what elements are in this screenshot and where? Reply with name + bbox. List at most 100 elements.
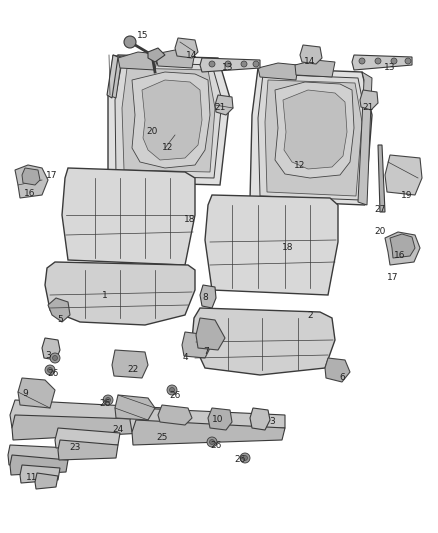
Polygon shape [108,55,230,185]
Polygon shape [55,428,120,448]
Text: 26: 26 [210,440,222,449]
Polygon shape [118,52,158,70]
Text: 17: 17 [46,171,58,180]
Polygon shape [18,378,55,408]
Text: 11: 11 [26,472,38,481]
Polygon shape [358,72,372,205]
Circle shape [167,385,177,395]
Text: 25: 25 [156,433,168,442]
Text: 18: 18 [282,244,294,253]
Polygon shape [385,232,420,265]
Polygon shape [215,95,233,115]
Polygon shape [208,408,232,430]
Text: 21: 21 [214,103,226,112]
Polygon shape [20,465,60,483]
Polygon shape [205,195,338,295]
Polygon shape [200,58,260,72]
Polygon shape [122,68,215,172]
Circle shape [240,453,250,463]
Text: 20: 20 [146,127,158,136]
Polygon shape [360,90,378,110]
Text: 16: 16 [24,189,36,198]
Polygon shape [175,38,198,58]
Polygon shape [15,165,48,198]
Circle shape [209,61,215,67]
Polygon shape [115,395,155,420]
Polygon shape [295,60,335,77]
Polygon shape [250,408,270,430]
Text: 13: 13 [384,63,396,72]
Text: 10: 10 [212,416,224,424]
Circle shape [47,367,53,373]
Polygon shape [200,285,216,308]
Polygon shape [378,145,385,212]
Circle shape [241,61,247,67]
Polygon shape [325,358,350,382]
Polygon shape [132,72,210,168]
Circle shape [207,437,217,447]
Text: 12: 12 [294,160,306,169]
Text: 23: 23 [69,443,81,453]
Circle shape [209,440,215,445]
Text: 22: 22 [127,366,138,375]
Text: 16: 16 [394,251,406,260]
Polygon shape [250,68,372,205]
Polygon shape [130,408,285,432]
Polygon shape [112,350,148,378]
Text: 3: 3 [269,417,275,426]
Polygon shape [300,45,322,64]
Polygon shape [22,168,40,185]
Polygon shape [42,338,60,360]
Text: 20: 20 [374,228,386,237]
Text: 18: 18 [184,215,196,224]
Circle shape [391,58,397,64]
Polygon shape [8,445,70,465]
Circle shape [170,387,174,392]
Circle shape [103,395,113,405]
Text: 3: 3 [45,351,51,359]
Text: 15: 15 [137,30,149,39]
Circle shape [53,356,57,360]
Text: 4: 4 [182,353,188,362]
Circle shape [45,365,55,375]
Circle shape [359,58,365,64]
Text: 14: 14 [304,58,316,67]
Polygon shape [10,455,68,475]
Text: 26: 26 [47,368,59,377]
Text: 5: 5 [57,316,63,325]
Text: 21: 21 [362,103,374,112]
Text: 8: 8 [202,294,208,303]
Text: 24: 24 [113,425,124,434]
Circle shape [243,456,247,461]
Polygon shape [115,62,222,178]
Circle shape [124,36,136,48]
Text: 1: 1 [102,290,108,300]
Polygon shape [192,308,335,375]
Text: 12: 12 [162,143,174,152]
Text: 26: 26 [234,456,246,464]
Polygon shape [35,473,58,489]
Polygon shape [108,55,122,98]
Text: 26: 26 [170,391,181,400]
Polygon shape [158,405,192,425]
Polygon shape [48,298,70,322]
Text: 26: 26 [99,399,111,408]
Polygon shape [107,55,118,98]
Polygon shape [10,400,165,428]
Polygon shape [390,234,415,258]
Polygon shape [142,80,202,160]
Polygon shape [45,262,195,325]
Text: 9: 9 [22,389,28,398]
Text: 2: 2 [307,311,313,319]
Text: 19: 19 [401,190,413,199]
Polygon shape [352,55,412,70]
Polygon shape [132,420,285,445]
Polygon shape [258,63,298,80]
Text: 7: 7 [203,348,209,357]
Polygon shape [275,82,354,178]
Polygon shape [62,168,195,265]
Polygon shape [385,155,422,195]
Polygon shape [258,74,366,200]
Text: 13: 13 [222,63,234,72]
Text: 17: 17 [387,273,399,282]
